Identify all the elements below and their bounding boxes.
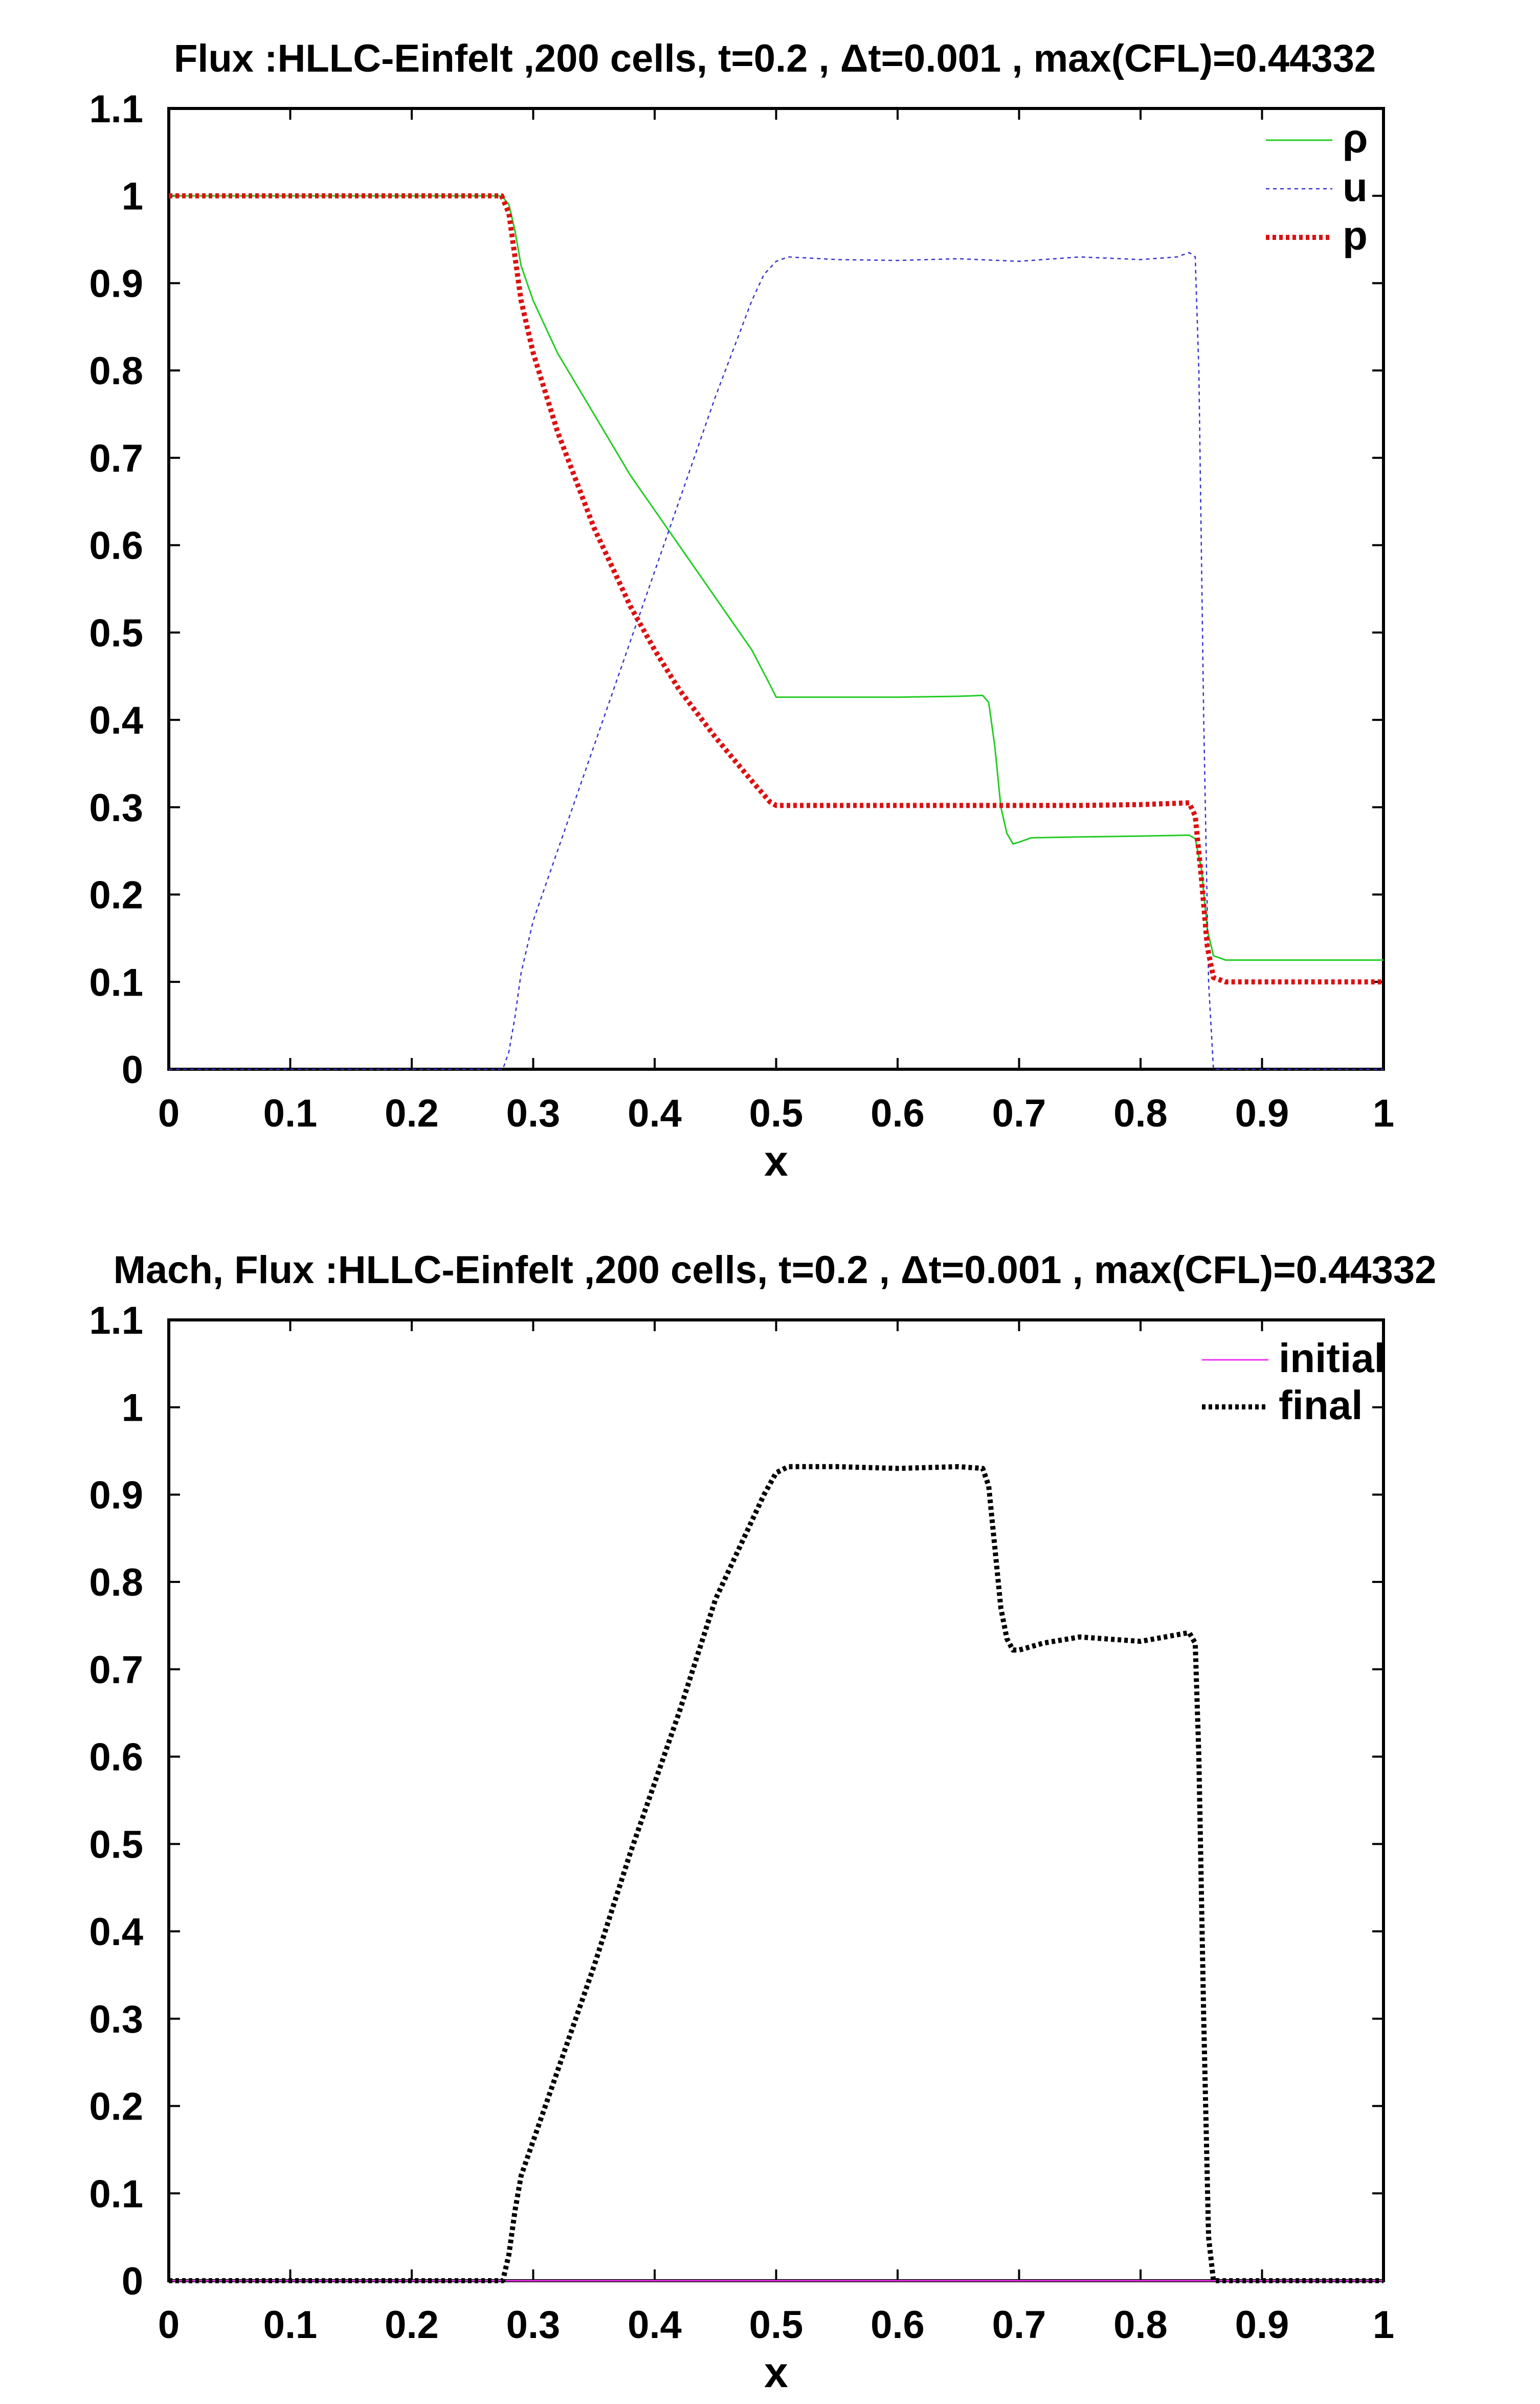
x-tick-label: 0.6 [871, 1092, 925, 1135]
y-tick-label: 0.7 [89, 1648, 143, 1692]
legend-label-1-0: initial [1279, 1335, 1386, 1381]
chart-title-1: Mach, Flux :HLLC-Einfelt ,200 cells, t=0… [114, 1248, 1437, 1292]
x-tick-label: 0 [158, 1092, 180, 1135]
y-tick-label: 0.3 [89, 1998, 143, 2041]
y-tick-label: 1 [122, 175, 143, 218]
y-tick-label: 1 [122, 1386, 143, 1430]
y-tick-label: 1.1 [89, 87, 143, 131]
y-tick-label: 0.1 [89, 2172, 143, 2216]
y-tick-label: 0.8 [89, 1561, 143, 1604]
series-line-0-2 [169, 193, 1383, 985]
y-tick-label: 0.9 [89, 1473, 143, 1517]
x-tick-label: 0.5 [749, 2303, 804, 2347]
y-tick-label: 0.4 [89, 1910, 143, 1954]
x-tick-label: 0.9 [1235, 2303, 1289, 2347]
legend-label-1-1: final [1279, 1382, 1363, 1428]
y-tick-label: 1.1 [89, 1299, 143, 1342]
y-tick-label: 0.6 [89, 524, 143, 568]
x-tick-label: 0.6 [871, 2303, 925, 2347]
x-tick-label: 1 [1373, 2303, 1394, 2347]
x-tick-label: 0.1 [263, 2303, 318, 2347]
x-tick-label: 0.4 [628, 2303, 682, 2347]
x-tick-label: 0.8 [1113, 2303, 1168, 2347]
y-tick-label: 0.6 [89, 1736, 143, 1779]
x-tick-label: 1 [1373, 1092, 1394, 1135]
y-tick-label: 0.2 [89, 2085, 143, 2129]
legend-label-0-1: u [1343, 164, 1368, 210]
y-tick-label: 0.7 [89, 437, 143, 480]
x-tick-label: 0.5 [749, 1092, 804, 1135]
y-tick-label: 0 [122, 1048, 143, 1092]
x-tick-label: 0.2 [385, 2303, 439, 2347]
x-tick-label: 0.7 [992, 2303, 1046, 2347]
x-axis-label-1: x [764, 2348, 788, 2396]
chart-title-0: Flux :HLLC-Einfelt ,200 cells, t=0.2 , Δ… [174, 37, 1376, 80]
series-line-0-1 [169, 252, 1383, 1070]
legend-label-0-0: ρ [1343, 116, 1368, 161]
y-tick-label: 0.8 [89, 349, 143, 393]
x-tick-label: 0.7 [992, 1092, 1046, 1135]
y-tick-label: 0.4 [89, 699, 143, 742]
y-tick-label: 0.1 [89, 961, 143, 1004]
x-tick-label: 0.1 [263, 1092, 318, 1135]
y-tick-label: 0 [122, 2260, 143, 2303]
y-tick-label: 0.2 [89, 874, 143, 917]
x-tick-label: 0.3 [506, 2303, 561, 2347]
series-line-1-1 [169, 1464, 1383, 2283]
x-axis-label-0: x [764, 1137, 788, 1185]
y-tick-label: 0.5 [89, 611, 143, 655]
y-tick-label: 0.9 [89, 262, 143, 305]
legend-label-0-2: p [1343, 213, 1368, 258]
x-tick-label: 0.4 [628, 1092, 682, 1135]
y-tick-label: 0.5 [89, 1823, 143, 1866]
x-tick-label: 0.3 [506, 1092, 561, 1135]
x-tick-label: 0.2 [385, 1092, 439, 1135]
y-tick-label: 0.3 [89, 786, 143, 830]
x-tick-label: 0 [158, 2303, 180, 2347]
plot-frame-0 [167, 107, 1385, 1071]
x-tick-label: 0.8 [1113, 1092, 1168, 1135]
x-tick-label: 0.9 [1235, 1092, 1289, 1135]
series-line-0-0 [169, 195, 1383, 961]
